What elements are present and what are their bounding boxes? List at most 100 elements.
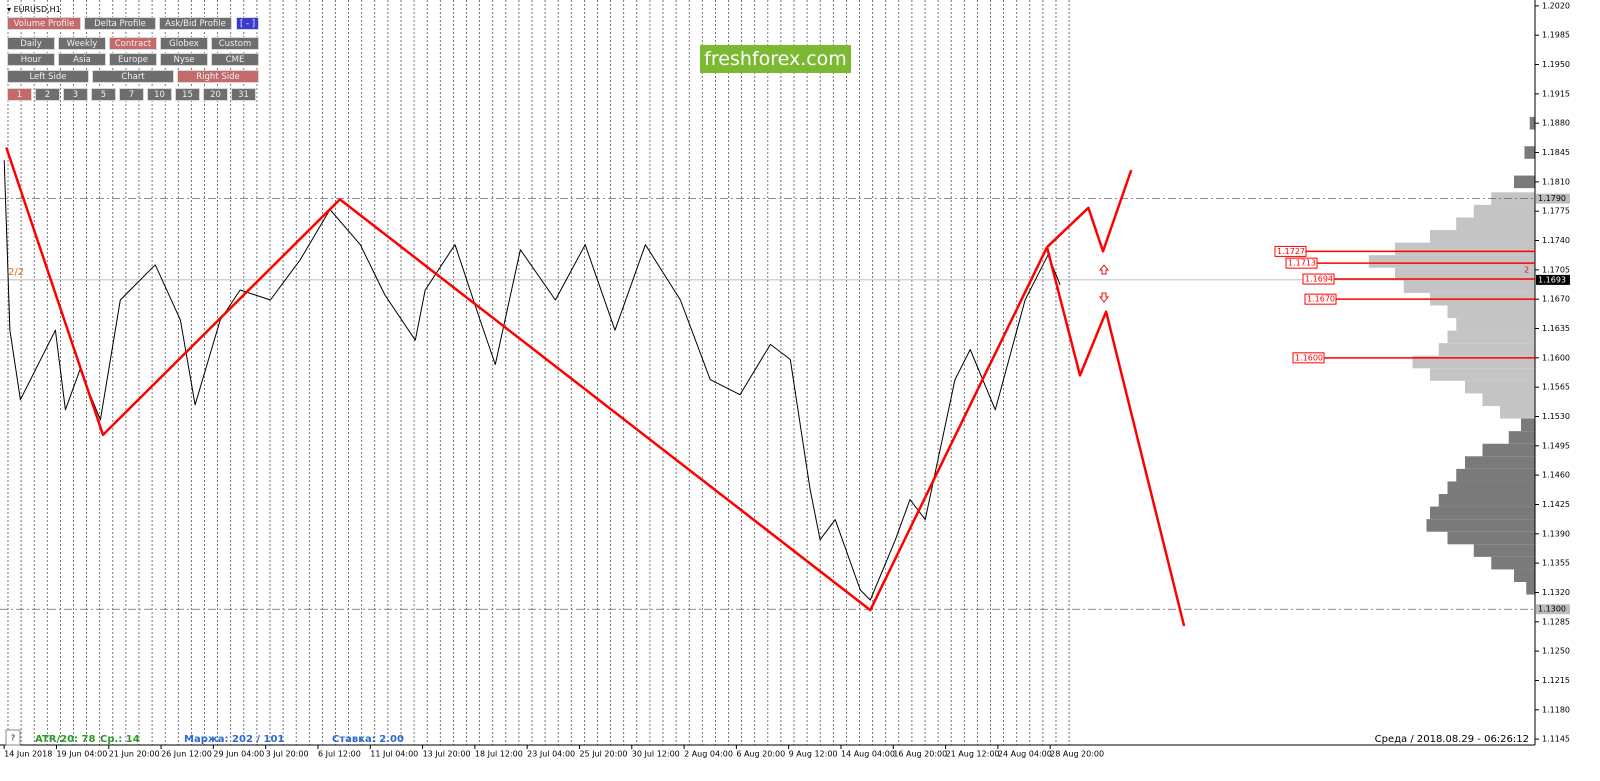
toolbar-button[interactable]: Europe xyxy=(109,53,157,66)
y-tick-label: 1.1180 xyxy=(1542,705,1570,714)
x-tick-label: 24 Aug 04:00 xyxy=(998,750,1052,759)
y-tick-label: 1.1670 xyxy=(1542,295,1570,304)
level-box xyxy=(1292,352,1325,364)
level-box xyxy=(1302,273,1335,285)
profile-bin xyxy=(1447,305,1535,319)
toolbar-button[interactable]: 20 xyxy=(203,88,228,101)
profile-bin xyxy=(1529,116,1535,130)
x-tick-label: 2 Aug 04:00 xyxy=(684,750,733,759)
profile-bin xyxy=(1395,267,1535,281)
toolbar-button[interactable]: 7 xyxy=(119,88,144,101)
profile-bin xyxy=(1456,318,1535,331)
help[interactable]: ? xyxy=(11,734,15,743)
toolbar-button[interactable]: Hour xyxy=(7,53,55,66)
toolbar-button[interactable]: Chart xyxy=(92,70,174,83)
profile-bin xyxy=(1447,481,1535,495)
toolbar-button[interactable]: Weekly xyxy=(58,37,106,50)
y-tick-label: 1.1495 xyxy=(1542,441,1570,450)
toolbar-button[interactable]: Asia xyxy=(58,53,106,66)
axis-price-label: 1.1300 xyxy=(1538,605,1566,614)
atr: ATR/20: 78 xyxy=(35,734,95,745)
profile-bin xyxy=(1473,204,1535,218)
toolbar-button[interactable]: 5 xyxy=(91,88,116,101)
profile-bin xyxy=(1482,393,1535,407)
toolbar-button[interactable]: 1 xyxy=(7,88,32,101)
axis-price-box xyxy=(1536,193,1570,204)
x-tick-label: 14 Aug 04:00 xyxy=(841,750,895,759)
x-tick-label: 6 Jul 12:00 xyxy=(318,750,361,759)
toolbar-button[interactable]: Globex xyxy=(160,37,208,50)
y-tick-label: 1.1705 xyxy=(1542,265,1570,274)
profile-bin xyxy=(1447,531,1535,545)
y-tick-label: 1.1250 xyxy=(1542,647,1570,656)
down-arrow xyxy=(1098,292,1110,303)
profile-bin xyxy=(1500,406,1535,419)
toolbar-button[interactable]: [ - ] xyxy=(236,17,259,30)
profile-bin xyxy=(1430,230,1535,243)
y-tick-label: 1.1425 xyxy=(1542,500,1570,509)
profile-bin xyxy=(1403,280,1535,293)
toolbar-button[interactable]: CME xyxy=(211,53,259,66)
x-tick-label: 11 Jul 04:00 xyxy=(370,750,418,759)
profile-bin xyxy=(1521,418,1535,432)
toolbar-button[interactable]: 31 xyxy=(231,88,256,101)
toolbar-button[interactable]: Left Side xyxy=(7,70,89,83)
toolbar-button[interactable]: 15 xyxy=(175,88,200,101)
y-tick-label: 1.1145 xyxy=(1542,735,1570,744)
y-tick-label: 1.1635 xyxy=(1542,324,1570,333)
rate: Ставка: 2.00 xyxy=(332,734,404,745)
price-line xyxy=(1046,169,1133,253)
toolbar-button[interactable]: 3 xyxy=(63,88,88,101)
toolbar-button[interactable]: Volume Profile xyxy=(7,17,81,30)
toolbar-button[interactable]: 2 xyxy=(35,88,60,101)
y-tick-label: 1.1950 xyxy=(1542,60,1570,69)
logo[interactable]: freshforex.com xyxy=(700,45,851,73)
toolbar-button[interactable]: 10 xyxy=(147,88,172,101)
profile-bin xyxy=(1491,556,1535,570)
toolbar-button[interactable]: Custom xyxy=(211,37,259,50)
window-title-text: EURUSD,H1 xyxy=(13,5,61,14)
spread: Ср.: 14 xyxy=(100,734,140,745)
y-tick-label: 1.1320 xyxy=(1542,588,1570,597)
toolbar-button[interactable]: Delta Profile xyxy=(84,17,156,30)
wave-label: 2/2 xyxy=(8,267,24,278)
help-box[interactable] xyxy=(5,729,21,746)
toolbar-button[interactable]: Contract xyxy=(109,37,157,50)
profile-bin xyxy=(1465,456,1535,469)
profile-bin xyxy=(1412,355,1535,369)
toolbar-button[interactable]: Daily xyxy=(7,37,55,50)
level-label: 1.1727 xyxy=(1277,247,1305,256)
toolbar-button[interactable]: Nyse xyxy=(160,53,208,66)
level-box xyxy=(1274,245,1307,257)
profile-bin xyxy=(1395,242,1535,256)
x-tick-label: 21 Jun 20:00 xyxy=(109,750,160,759)
toolbar-button[interactable]: Right Side xyxy=(177,70,259,83)
profile-bin xyxy=(1508,431,1535,444)
price-line xyxy=(1045,246,1186,627)
profile-bin xyxy=(1447,330,1535,344)
profile-bin xyxy=(1482,443,1535,457)
toolbar-button[interactable]: Ask/Bid Profile xyxy=(159,17,232,30)
profile-bin xyxy=(1438,494,1535,507)
x-tick-label: 29 Jun 04:00 xyxy=(213,750,264,759)
x-tick-label: 23 Jul 04:00 xyxy=(527,750,575,759)
x-tick-label: 16 Aug 20:00 xyxy=(893,750,947,759)
x-tick-label: 19 Jun 04:00 xyxy=(56,750,107,759)
profile-bin xyxy=(1514,569,1535,583)
level-label: 1.1713 xyxy=(1288,259,1316,268)
y-tick-label: 1.1460 xyxy=(1542,471,1570,480)
x-tick-label: 30 Jul 12:00 xyxy=(632,750,680,759)
level-box xyxy=(1304,293,1337,305)
margin: Маржа: 202 / 101 xyxy=(184,734,284,745)
y-tick-label: 1.1565 xyxy=(1542,383,1570,392)
y-tick-label: 1.1845 xyxy=(1542,148,1570,157)
profile-bin xyxy=(1473,544,1535,557)
x-tick-label: 14 Jun 2018 xyxy=(4,750,52,759)
y-tick-label: 1.1355 xyxy=(1542,559,1570,568)
axis-price-label: 1.1693 xyxy=(1538,275,1566,284)
y-tick-label: 1.1215 xyxy=(1542,676,1570,685)
profile-bin xyxy=(1426,519,1535,532)
x-tick-label: 25 Jul 20:00 xyxy=(579,750,627,759)
profile-bin xyxy=(1430,368,1535,381)
